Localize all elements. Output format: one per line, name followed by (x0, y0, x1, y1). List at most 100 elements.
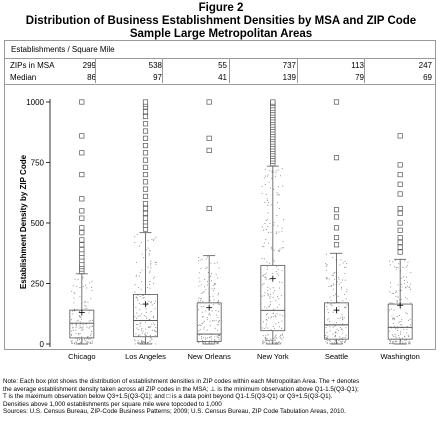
observation-dot (217, 299, 219, 301)
observation-dot (140, 288, 142, 290)
observation-dot (273, 221, 275, 223)
observation-dot (270, 316, 273, 318)
observation-dot (267, 212, 269, 214)
observation-dot (406, 332, 408, 334)
zips-value: 737 (282, 61, 296, 70)
observation-dot (81, 336, 83, 338)
observation-dot (339, 317, 341, 319)
observation-dot (340, 288, 342, 290)
outlier-point (333, 207, 340, 213)
observation-dot (262, 342, 264, 344)
observation-dot (272, 287, 274, 289)
observation-dot (150, 301, 152, 303)
observation-dot (393, 266, 396, 268)
observation-dot (400, 324, 402, 326)
observation-dot (278, 304, 280, 306)
observation-dot (72, 285, 74, 287)
observation-dot (269, 288, 271, 290)
observation-dot (408, 341, 410, 343)
observation-dot (135, 306, 137, 308)
observation-dot (267, 226, 269, 228)
observation-dot (73, 297, 75, 299)
observation-dot (206, 319, 208, 321)
observation-dot (154, 276, 156, 278)
observation-dot (147, 341, 150, 343)
observation-dot (278, 231, 280, 233)
observation-dot (89, 282, 91, 284)
observation-dot (265, 228, 267, 231)
observation-dot (268, 339, 271, 342)
x-category-label: Chicago (68, 352, 96, 361)
observation-dot (345, 298, 347, 300)
observation-dot (265, 194, 267, 196)
observation-dot (90, 320, 92, 322)
observation-dot (264, 175, 266, 177)
observation-dot (337, 317, 339, 319)
outlier-point (397, 234, 403, 241)
outlier-point (79, 172, 85, 178)
observation-dot (274, 290, 276, 292)
observation-dot (78, 339, 81, 341)
observation-dot (213, 283, 215, 285)
observation-dot (278, 207, 281, 210)
observation-dot (276, 202, 278, 204)
observation-dot (268, 341, 271, 343)
observation-dot (198, 341, 200, 344)
observation-dot (134, 339, 136, 341)
observation-dot (267, 334, 269, 336)
observation-dot (405, 287, 407, 289)
observation-dot (200, 324, 202, 327)
observation-dot (331, 305, 333, 307)
outlier-point (333, 242, 340, 248)
observation-dot (203, 328, 205, 330)
observation-dot (281, 320, 283, 322)
observation-dot (145, 334, 147, 336)
outlier-point (270, 99, 276, 105)
observation-dot (154, 334, 156, 336)
observation-dot (276, 273, 278, 275)
observation-dot (391, 334, 394, 336)
observation-dot (219, 334, 221, 336)
observation-dot (207, 337, 209, 339)
observation-dot (215, 274, 217, 276)
observation-dot (404, 336, 406, 338)
observation-dot (85, 305, 87, 307)
observation-dot (338, 283, 340, 285)
observation-dot (268, 306, 270, 308)
observation-dot (201, 316, 203, 318)
stats-cell-divider (229, 59, 230, 83)
observation-dot (150, 310, 152, 312)
observation-dot (403, 328, 405, 330)
observation-dot (198, 330, 200, 332)
observation-dot (279, 287, 281, 289)
observation-dot (78, 310, 81, 313)
observation-dot (217, 277, 219, 279)
observation-dot (264, 273, 266, 276)
observation-dot (263, 246, 265, 248)
observation-dot (397, 296, 399, 298)
observation-dot (134, 236, 136, 238)
observation-dot (151, 304, 153, 306)
observation-dot (265, 238, 267, 241)
outlier-point (142, 179, 149, 185)
observation-dot (135, 274, 138, 276)
outlier-point (333, 214, 340, 220)
observation-dot (210, 280, 212, 282)
observation-dot (272, 292, 274, 294)
observation-dot (278, 341, 280, 343)
observation-dot (341, 316, 343, 318)
observation-dot (390, 308, 392, 310)
observation-dot (73, 291, 75, 293)
observation-dot (394, 325, 396, 327)
outlier-point (79, 237, 85, 243)
observation-dot (90, 331, 93, 333)
observation-dot (153, 322, 155, 324)
observation-dot (265, 319, 267, 321)
observation-dot (85, 323, 87, 325)
observation-dot (267, 290, 269, 292)
outlier-point (206, 135, 212, 141)
observation-dot (338, 276, 340, 279)
observation-dot (198, 277, 200, 279)
observation-dot (401, 341, 403, 343)
observation-dot (276, 191, 278, 193)
